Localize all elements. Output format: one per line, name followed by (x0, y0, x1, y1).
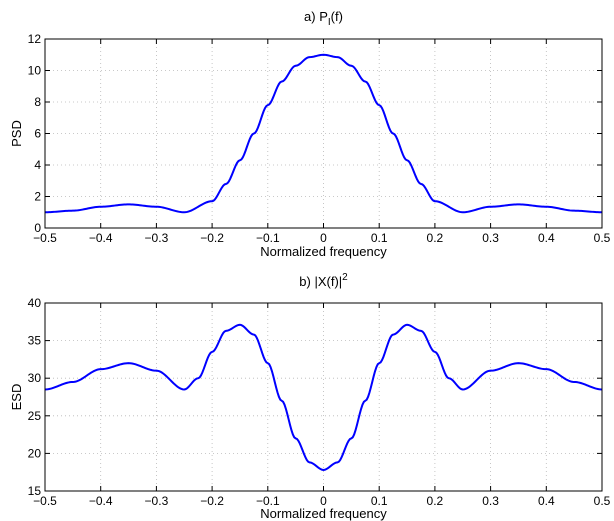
y-tick-label: 30 (28, 371, 42, 385)
x-tick-label: 0 (320, 494, 327, 508)
axes-box (44, 38, 603, 229)
y-axis-label: PSD (9, 120, 24, 147)
axes-box (44, 302, 603, 492)
x-tick-label: −0.2 (200, 231, 224, 245)
x-axis-label: Normalized frequency (260, 506, 387, 521)
x-tick-label: 0 (320, 231, 327, 245)
y-tick-label: 0 (34, 221, 41, 235)
x-tick-label: −0.5 (33, 494, 57, 508)
series-line (44, 323, 603, 471)
x-tick-label: 0.2 (427, 231, 444, 245)
panel-b: −0.5 −0.4 −0.3 −0.2 −0.1 0 0.1 0.2 0.3 0.4 0.5 15 20… (9, 272, 611, 521)
x-tick-label: −0.3 (145, 494, 169, 508)
chart-title: b) |X(f)|2 (299, 272, 348, 289)
x-tick-label: 0.5 (594, 494, 611, 508)
y-axis-label: ESD (9, 384, 24, 411)
x-tick-label: 0.4 (538, 231, 555, 245)
x-tick-label: −0.4 (89, 494, 113, 508)
y-tick-label: 6 (34, 127, 41, 141)
y-tick-label: 4 (34, 158, 41, 172)
y-tick-label: 20 (28, 446, 42, 460)
x-tick-label: 0.3 (482, 494, 499, 508)
x-tick-label: 0.3 (482, 231, 499, 245)
y-tick-label: 10 (28, 64, 42, 78)
x-axis-label: Normalized frequency (260, 244, 387, 259)
y-tick-label: 15 (28, 484, 42, 498)
x-tick-label: −0.1 (256, 494, 280, 508)
x-tick-label: −0.1 (256, 231, 280, 245)
panel-a: −0.5 −0.4 −0.3 −0.2 −0.1 0 0.1 0.2 0.3 0.4 0.5 0 2 4 6… (9, 9, 611, 259)
series-line (44, 53, 603, 214)
x-tick-label: 0.4 (538, 494, 555, 508)
y-tick-label: 40 (28, 296, 42, 310)
chart-title: a) PI(f) (304, 9, 343, 28)
x-tick-label: 0.2 (427, 494, 444, 508)
x-tick-label: 0.5 (594, 231, 611, 245)
x-tick-label: −0.4 (89, 231, 113, 245)
y-tick-label: 12 (28, 32, 42, 46)
y-tick-label: 25 (28, 409, 42, 423)
x-tick-label: −0.5 (33, 231, 57, 245)
y-tick-label: 2 (34, 190, 41, 204)
x-tick-label: −0.2 (200, 494, 224, 508)
x-tick-label: −0.3 (145, 231, 169, 245)
x-tick-label: 0.1 (371, 494, 388, 508)
y-tick-label: 8 (34, 95, 41, 109)
x-tick-label: 0.1 (371, 231, 388, 245)
y-tick-label: 35 (28, 334, 42, 348)
